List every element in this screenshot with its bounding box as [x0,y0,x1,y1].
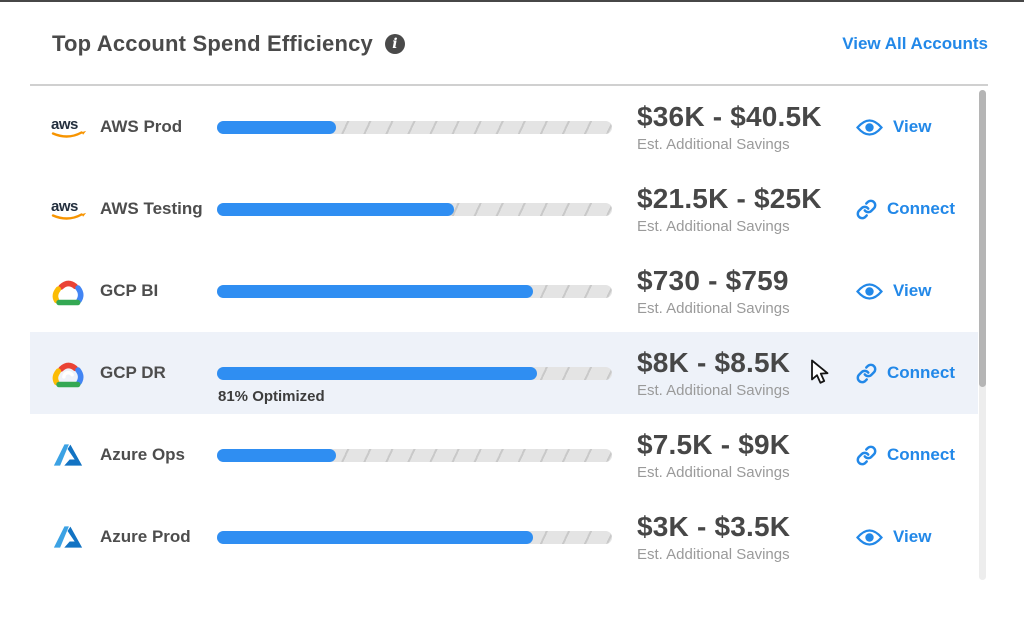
account-name: GCP BI [100,281,159,300]
action-label: View [893,117,932,136]
svg-text:aws: aws [51,116,78,133]
optimization-progress-bar [217,530,612,544]
scrollbar-thumb[interactable] [979,90,986,387]
account-name: GCP DR [100,363,166,382]
savings-range: $3K - $3.5K [637,511,791,543]
widget-header: Top Account Spend Efficiency i View All … [0,2,1024,68]
progress-track [217,202,612,216]
svg-text:aws: aws [51,198,78,215]
header-divider [30,84,988,86]
savings-sublabel: Est. Additional Savings [637,463,790,481]
connect-button[interactable]: Connect [853,363,978,384]
view-button[interactable]: View [853,281,978,301]
account-row[interactable]: Azure Ops $7.5K - $9K Est. Additional Sa… [30,414,978,496]
connect-button[interactable]: Connect [853,445,978,466]
eye-icon [856,118,883,137]
savings-range: $8K - $8.5K [637,347,791,379]
eye-icon [856,528,883,547]
savings-sublabel: Est. Additional Savings [637,135,790,153]
account-row[interactable]: GCP DR 81% Optimized $8K - $8.5K Est. Ad… [30,332,978,414]
provider-cell: aws AWS Testing [48,197,217,222]
progress-track [217,366,612,380]
provider-cell: Azure Prod [48,524,217,550]
savings-cell: $730 - $759 Est. Additional Savings [637,265,853,316]
progress-fill [217,284,533,298]
provider-cell: GCP BI [48,277,217,306]
progress-track [217,530,612,544]
link-icon [856,199,877,220]
savings-range: $36K - $40.5K [637,101,822,133]
optimized-percent-label: 81% Optimized [218,387,325,405]
account-row[interactable]: aws AWS Prod $36K - $40.5K Est. Addition… [30,86,978,168]
view-all-accounts-link[interactable]: View All Accounts [842,34,988,53]
progress-fill [217,448,336,462]
optimization-progress-bar [217,202,612,216]
account-name: AWS Prod [100,117,183,136]
optimization-progress-bar [217,448,612,462]
account-row[interactable]: aws AWS Testing $21.5K - $25K Est. Addit… [30,168,978,250]
info-icon[interactable]: i [384,34,405,54]
optimization-progress-bar [217,120,612,134]
savings-range: $21.5K - $25K [637,183,822,215]
savings-cell: $7.5K - $9K Est. Additional Savings [637,429,853,480]
azure-logo-icon [48,524,88,550]
provider-cell: aws AWS Prod [48,115,217,140]
progress-fill [217,530,533,544]
aws-logo-icon: aws [48,115,88,140]
savings-cell: $21.5K - $25K Est. Additional Savings [637,183,853,234]
view-button[interactable]: View [853,117,978,137]
connect-button[interactable]: Connect [853,199,978,220]
savings-cell: $8K - $8.5K Est. Additional Savings [637,347,853,398]
scrollbar-track[interactable] [979,90,986,580]
eye-icon [856,282,883,301]
accounts-list: aws AWS Prod $36K - $40.5K Est. Addition… [0,86,1024,578]
savings-cell: $36K - $40.5K Est. Additional Savings [637,101,853,152]
savings-cell: $3K - $3.5K Est. Additional Savings [637,511,853,562]
progress-fill [217,366,537,380]
account-name: AWS Testing [100,199,203,218]
link-icon [856,445,877,466]
account-name: Azure Ops [100,445,186,464]
aws-logo-icon: aws [48,197,88,222]
azure-logo-icon [48,442,88,468]
savings-range: $730 - $759 [637,265,789,297]
savings-sublabel: Est. Additional Savings [637,381,790,399]
savings-sublabel: Est. Additional Savings [637,545,790,563]
action-label: Connect [887,199,955,218]
provider-cell: GCP DR [48,359,217,388]
provider-cell: Azure Ops [48,442,217,468]
progress-track [217,120,612,134]
savings-range: $7.5K - $9K [637,429,791,461]
account-row[interactable]: GCP BI $730 - $759 Est. Additional Savin… [30,250,978,332]
progress-track [217,448,612,462]
link-icon [856,363,877,384]
action-label: Connect [887,445,955,464]
action-label: Connect [887,363,955,382]
gcp-logo-icon [48,359,88,388]
action-label: View [893,527,932,546]
progress-track [217,284,612,298]
account-row[interactable]: Azure Prod $3K - $3.5K Est. Additional S… [30,496,978,578]
savings-sublabel: Est. Additional Savings [637,299,790,317]
optimization-progress-bar [217,284,612,298]
view-button[interactable]: View [853,527,978,547]
action-label: View [893,281,932,300]
progress-fill [217,202,454,216]
account-name: Azure Prod [100,527,191,546]
optimization-progress-bar: 81% Optimized [217,366,612,405]
progress-fill [217,120,336,134]
savings-sublabel: Est. Additional Savings [637,217,790,235]
page-title: Top Account Spend Efficiency [52,31,373,56]
gcp-logo-icon [48,277,88,306]
